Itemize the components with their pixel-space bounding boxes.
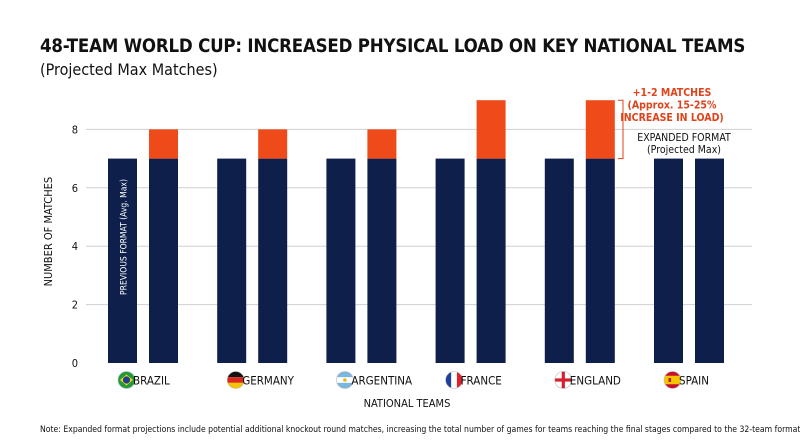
x-axis-label: NATIONAL TEAMS (364, 397, 451, 410)
expanded-annotation-line: EXPANDED FORMAT (637, 132, 731, 144)
bar-previous-germany (217, 158, 247, 363)
bar-previous-england (544, 158, 574, 363)
bar-expanded-increase-france (476, 100, 506, 159)
bar-expanded-base-germany (258, 158, 288, 363)
brazil-flag-icon (117, 371, 136, 389)
y-tick-label: 2 (72, 299, 78, 312)
bar-previous-brazil (108, 158, 137, 363)
argentina-flag-icon (336, 371, 354, 389)
x-tick-label: ARGENTINA (351, 374, 412, 388)
bar-expanded-base-england (585, 158, 615, 363)
y-tick-label: 6 (72, 182, 78, 195)
bar-expanded-base-argentina (367, 158, 397, 363)
footnote: Note: Expanded format projections includ… (40, 425, 800, 435)
y-tick-label: 8 (72, 123, 78, 136)
bar-expanded-base-spain (695, 158, 724, 363)
bar-expanded-increase-germany (258, 129, 288, 159)
increase-annotation-line: (Approx. 15-25% (628, 100, 717, 112)
bar-expanded-increase-england (585, 100, 615, 159)
bar-previous-france (435, 158, 465, 363)
increase-annotation-line: +1-2 MATCHES (633, 87, 712, 99)
increase-annotation-line: INCREASE IN LOAD) (620, 112, 724, 124)
y-axis-label: NUMBER OF MATCHES (42, 177, 55, 287)
bar-expanded-base-france (476, 158, 506, 363)
bar-expanded-increase-argentina (367, 129, 397, 159)
expanded-annotation-line: (Projected Max) (647, 144, 721, 156)
y-tick-label: 0 (72, 357, 78, 370)
increase-bracket (618, 99, 624, 160)
spain-flag-icon (663, 371, 682, 389)
x-tick-label: BRAZIL (133, 374, 170, 388)
x-tick-label: FRANCE (461, 374, 502, 388)
bar-previous-spain (654, 158, 683, 363)
bar-previous-argentina (326, 158, 356, 363)
previous-format-label: PREVIOUS FORMAT (Avg. Max) (120, 179, 130, 295)
england-flag-icon (554, 371, 573, 389)
chart-title: 48-TEAM WORLD CUP: INCREASED PHYSICAL LO… (40, 36, 746, 57)
bar-expanded-base-brazil (149, 158, 178, 363)
germany-flag-icon (226, 371, 245, 389)
y-tick-label: 4 (72, 240, 78, 253)
chart-subtitle: (Projected Max Matches) (40, 60, 218, 79)
x-tick-label: GERMANY (242, 374, 294, 388)
x-tick-label: ENGLAND (570, 374, 621, 388)
x-tick-label: SPAIN (679, 374, 709, 388)
france-flag-icon (445, 371, 463, 389)
bar-expanded-increase-brazil (149, 129, 178, 159)
